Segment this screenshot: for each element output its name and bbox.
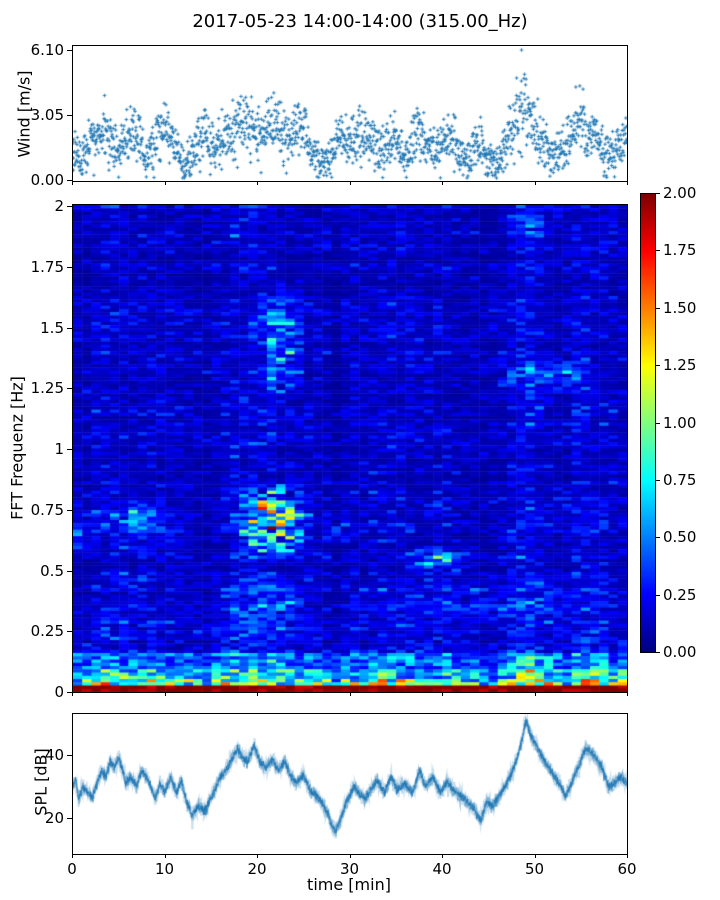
tick-label: 1.75 <box>663 241 697 260</box>
wind-scatter-canvas <box>73 46 627 181</box>
tick-label: 10 <box>154 860 175 878</box>
tick-label: 50 <box>524 860 545 878</box>
wind-plot <box>72 45 628 182</box>
tick-label: 40 <box>432 860 452 878</box>
tick-label: 1.5 <box>40 318 64 337</box>
tick-mark <box>67 115 72 116</box>
tick-mark <box>72 181 73 185</box>
tick-mark <box>67 570 72 572</box>
tick-mark <box>164 181 166 185</box>
tick-mark <box>67 449 72 450</box>
tick-mark <box>67 388 72 390</box>
tick-mark <box>655 652 660 653</box>
tick-label: 1.50 <box>663 298 697 317</box>
tick-label: 0.75 <box>663 470 697 489</box>
tick-label: 1.00 <box>663 413 697 432</box>
tick-label: 20 <box>44 809 64 827</box>
tick-label: 2 <box>54 197 64 215</box>
tick-mark <box>534 854 536 858</box>
tick-mark <box>627 181 628 185</box>
tick-mark <box>655 193 660 194</box>
tick-label: 40 <box>44 746 64 764</box>
tick-mark <box>67 692 72 693</box>
tick-label: 0 <box>67 860 77 878</box>
tick-mark <box>164 854 166 858</box>
tick-label: 0.25 <box>30 622 64 641</box>
tick-label: 0 <box>54 683 64 701</box>
tick-mark <box>442 692 443 696</box>
tick-label: 6.10 <box>30 41 64 59</box>
colorbar-canvas <box>641 194 655 652</box>
tick-mark <box>534 692 536 696</box>
spl-line-canvas <box>73 714 627 854</box>
tick-mark <box>655 307 660 309</box>
tick-mark <box>67 631 72 633</box>
tick-label: 30 <box>339 860 360 878</box>
tick-mark <box>257 692 258 696</box>
tick-mark <box>349 854 351 858</box>
tick-mark <box>349 692 351 696</box>
tick-label: 0.00 <box>663 643 697 661</box>
tick-mark <box>67 180 72 181</box>
tick-mark <box>534 181 536 185</box>
tick-mark <box>655 594 660 596</box>
tick-mark <box>442 181 443 185</box>
tick-mark <box>67 206 72 207</box>
tick-mark <box>627 692 628 696</box>
tick-mark <box>72 692 73 696</box>
time-axis-label: time [min] <box>307 875 391 894</box>
tick-label: 0.75 <box>30 500 64 519</box>
tick-label: 1.75 <box>30 257 64 276</box>
tick-label: 3.05 <box>30 106 64 124</box>
tick-label: 0.50 <box>663 528 697 547</box>
tick-label: 1.25 <box>663 356 697 375</box>
tick-mark <box>349 181 351 185</box>
tick-mark <box>67 818 72 819</box>
tick-mark <box>655 422 660 424</box>
tick-mark <box>67 50 72 51</box>
tick-mark <box>257 181 258 185</box>
tick-mark <box>72 854 73 858</box>
tick-label: 1.25 <box>30 379 64 398</box>
tick-mark <box>627 854 628 858</box>
tick-mark <box>655 537 660 539</box>
tick-label: 2.00 <box>663 184 697 202</box>
tick-mark <box>442 854 443 858</box>
tick-label: 0.5 <box>40 561 64 580</box>
tick-mark <box>257 854 258 858</box>
spectrogram-plot <box>72 204 628 693</box>
spl-plot <box>72 713 628 855</box>
figure-title: 2017-05-23 14:00-14:00 (315.00_Hz) <box>192 11 528 32</box>
tick-label: 20 <box>247 860 267 878</box>
tick-label: 1 <box>54 440 64 458</box>
tick-label: 0.00 <box>30 171 64 189</box>
tick-mark <box>67 509 72 511</box>
tick-mark <box>164 692 166 696</box>
colorbar <box>640 193 656 653</box>
tick-label: 0.25 <box>663 585 697 604</box>
tick-mark <box>655 365 660 367</box>
spectrogram-canvas <box>73 205 627 692</box>
tick-mark <box>67 327 72 329</box>
tick-label: 60 <box>617 860 637 878</box>
tick-mark <box>67 755 72 756</box>
tick-mark <box>67 266 72 268</box>
tick-mark <box>655 250 660 252</box>
tick-mark <box>655 479 660 481</box>
